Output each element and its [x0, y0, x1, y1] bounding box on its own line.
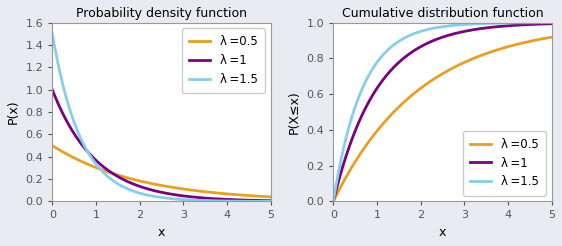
- λ =1: [330, 200, 337, 203]
- X-axis label: x: x: [158, 226, 165, 239]
- λ =1.5: [60, 86, 67, 89]
- λ =0.5: [261, 195, 268, 198]
- λ =0.5: [436, 74, 443, 77]
- Title: Cumulative distribution function: Cumulative distribution function: [342, 7, 543, 20]
- λ =1.5: [548, 21, 555, 24]
- λ =1: [430, 39, 437, 42]
- λ =1.5: [149, 195, 156, 198]
- λ =1.5: [430, 27, 437, 30]
- λ =1: [155, 190, 162, 193]
- λ =1: [60, 113, 67, 116]
- λ =1.5: [542, 21, 549, 24]
- λ =1: [542, 22, 549, 25]
- λ =0.5: [502, 46, 509, 49]
- λ =1: [261, 199, 268, 202]
- Title: Probability density function: Probability density function: [76, 7, 247, 20]
- λ =1.5: [542, 21, 549, 24]
- λ =1: [502, 25, 509, 28]
- λ =1: [341, 160, 348, 163]
- λ =0.5: [330, 200, 337, 203]
- λ =0.5: [261, 195, 268, 198]
- X-axis label: x: x: [439, 226, 446, 239]
- λ =0.5: [430, 78, 437, 81]
- λ =1.5: [261, 200, 268, 203]
- λ =1.5: [502, 21, 509, 24]
- λ =1.5: [49, 32, 56, 35]
- λ =1.5: [261, 200, 268, 203]
- λ =0.5: [267, 195, 274, 198]
- λ =1: [267, 199, 274, 202]
- λ =1: [221, 198, 228, 201]
- Line: λ =1.5: λ =1.5: [52, 34, 270, 201]
- λ =1.5: [341, 143, 348, 146]
- Line: λ =1: λ =1: [333, 24, 551, 201]
- λ =1: [261, 199, 268, 202]
- λ =1.5: [221, 200, 228, 202]
- λ =1: [548, 22, 555, 25]
- λ =1: [49, 88, 56, 91]
- Legend: λ =0.5, λ =1, λ =1.5: λ =0.5, λ =1, λ =1.5: [182, 28, 265, 93]
- Line: λ =1: λ =1: [52, 90, 270, 201]
- λ =1.5: [155, 196, 162, 199]
- λ =0.5: [341, 179, 348, 182]
- Y-axis label: P(x): P(x): [7, 100, 20, 124]
- λ =0.5: [548, 36, 555, 39]
- λ =0.5: [542, 37, 549, 40]
- λ =1: [436, 37, 443, 40]
- Legend: λ =0.5, λ =1, λ =1.5: λ =0.5, λ =1, λ =1.5: [463, 131, 546, 196]
- Line: λ =0.5: λ =0.5: [52, 146, 270, 197]
- λ =0.5: [60, 151, 67, 154]
- λ =1.5: [267, 200, 274, 203]
- λ =0.5: [49, 144, 56, 147]
- λ =0.5: [149, 182, 156, 185]
- λ =1.5: [330, 200, 337, 203]
- λ =0.5: [542, 37, 549, 40]
- λ =1.5: [436, 26, 443, 29]
- λ =0.5: [155, 184, 162, 186]
- Y-axis label: P(X≤x): P(X≤x): [288, 90, 301, 134]
- Line: λ =0.5: λ =0.5: [333, 37, 551, 201]
- λ =1: [149, 189, 156, 192]
- Line: λ =1.5: λ =1.5: [333, 23, 551, 201]
- λ =0.5: [221, 192, 228, 195]
- λ =1: [542, 22, 549, 25]
